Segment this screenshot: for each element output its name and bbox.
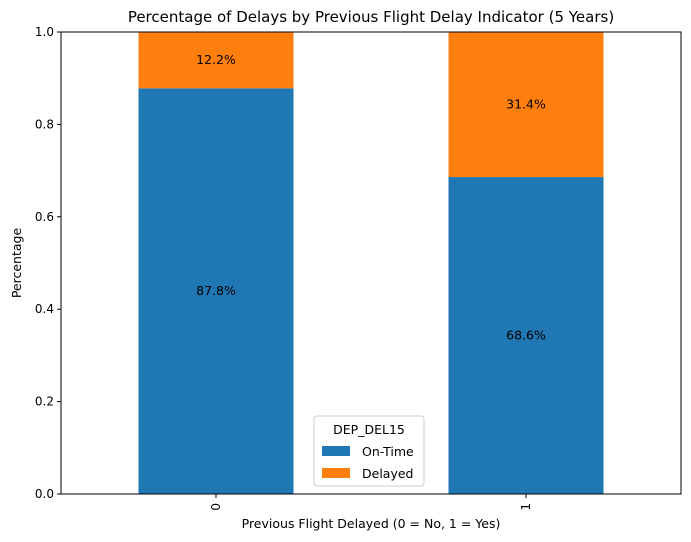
y-tick-label: 0.0 <box>35 487 54 501</box>
bar-on-time-0 <box>138 88 294 494</box>
legend-swatch <box>322 468 350 478</box>
y-axis: 0.0 0.2 0.4 0.6 0.8 1.0 <box>35 25 61 501</box>
x-tick-label: 1 <box>519 503 533 511</box>
y-tick-label: 0.6 <box>35 210 54 224</box>
y-axis-label: Percentage <box>9 228 24 299</box>
legend-label: On-Time <box>362 444 414 459</box>
data-label: 31.4% <box>506 97 546 112</box>
data-label: 12.2% <box>196 52 236 67</box>
legend-swatch <box>322 446 350 456</box>
y-tick-label: 0.4 <box>35 302 54 316</box>
legend-title: DEP_DEL15 <box>333 422 405 437</box>
chart-title: Percentage of Delays by Previous Flight … <box>128 8 614 26</box>
x-axis-label: Previous Flight Delayed (0 = No, 1 = Yes… <box>242 516 501 531</box>
axes-frame <box>60 31 682 495</box>
data-label: 68.6% <box>506 328 546 343</box>
plot-area: 87.8% 68.6% 12.2% 31.4% <box>138 32 604 494</box>
bar-delayed-0 <box>138 32 294 89</box>
legend-entries: On-Time Delayed <box>322 444 414 481</box>
legend-label: Delayed <box>362 466 413 481</box>
legend: DEP_DEL15 On-Time Delayed <box>313 415 425 487</box>
bar-delayed-1 <box>448 32 604 178</box>
data-label: 87.8% <box>196 283 236 298</box>
y-tick-label: 1.0 <box>35 25 54 39</box>
y-tick-label: 0.2 <box>35 395 54 409</box>
bar-on-time-1 <box>448 177 604 494</box>
x-tick-label: 0 <box>209 503 223 511</box>
y-tick-label: 0.8 <box>35 117 54 131</box>
